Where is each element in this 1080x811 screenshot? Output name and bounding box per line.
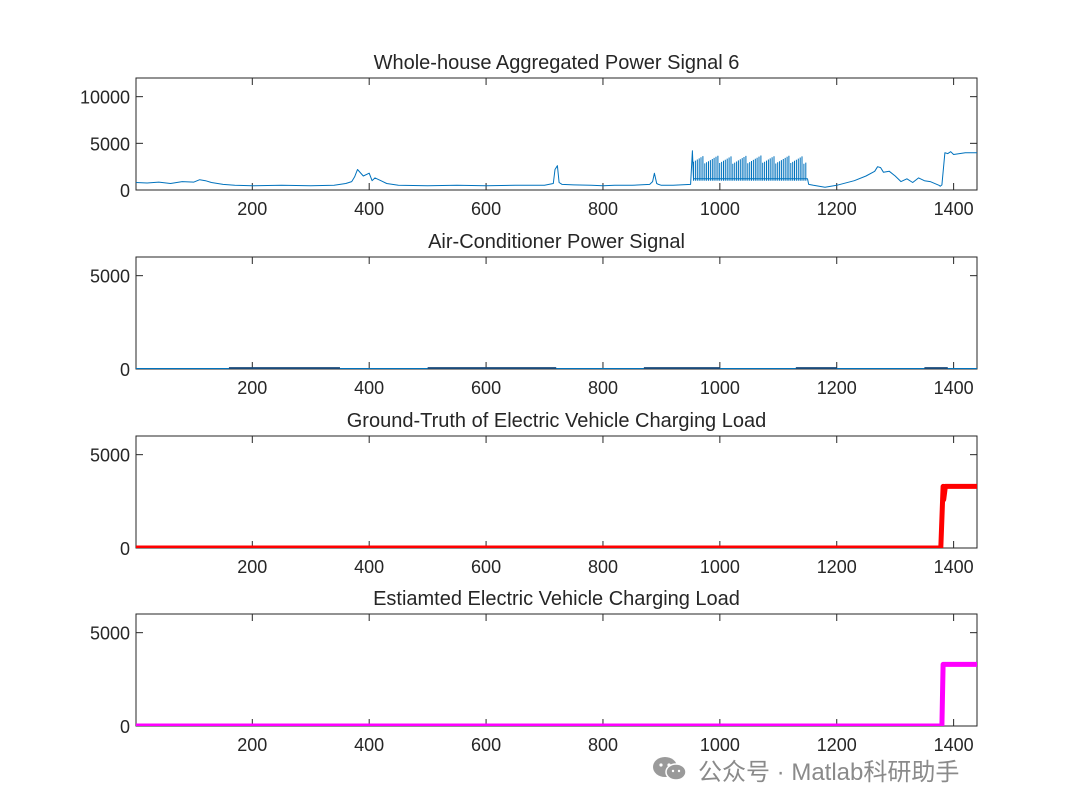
y-tick-label: 0 [120,539,130,559]
x-tick-label: 400 [354,735,384,755]
x-tick-label: 800 [588,735,618,755]
x-tick-label: 800 [588,199,618,219]
x-tick-label: 200 [237,735,267,755]
x-tick-label: 1000 [700,735,740,755]
x-tick-label: 1200 [817,557,857,577]
chart-panel-1: Whole-house Aggregated Power Signal 6 200… [80,52,978,219]
axes-box [135,77,978,191]
x-tick-label: 1400 [934,557,974,577]
x-tick-label: 1400 [934,199,974,219]
y-tick-label: 0 [120,717,130,737]
watermark: 公众号 · Matlab科研助手 [650,752,959,786]
y-tick-label: 5000 [90,267,130,287]
axes-box [135,613,978,727]
x-tick-label: 1200 [817,199,857,219]
x-tick-label: 200 [237,199,267,219]
axes-box [135,256,978,370]
series-line [136,483,977,548]
x-tick-label: 400 [354,378,384,398]
x-tick-label: 600 [471,735,501,755]
watermark-text: 公众号 · Matlab科研助手 [698,758,960,786]
x-tick-label: 1400 [934,735,974,755]
chart-title: Whole-house Aggregated Power Signal 6 [374,52,740,74]
chart-title: Estiamted Electric Vehicle Charging Load [373,588,740,610]
chart-title: Air-Conditioner Power Signal [428,231,685,253]
chart-title: Ground-Truth of Electric Vehicle Chargin… [347,410,766,432]
chart-panel-3: Ground-Truth of Electric Vehicle Chargin… [90,410,978,577]
x-tick-label: 1200 [817,735,857,755]
y-tick-label: 5000 [90,624,130,644]
y-tick-label: 10000 [80,88,130,108]
x-tick-label: 600 [471,557,501,577]
chart-panel-4: Estiamted Electric Vehicle Charging Load… [90,588,978,755]
wechat-icon [653,757,687,781]
x-tick-label: 200 [237,557,267,577]
series-oscillation [693,155,807,181]
y-tick-label: 5000 [90,446,130,466]
x-tick-label: 600 [471,378,501,398]
x-tick-label: 800 [588,557,618,577]
x-tick-label: 600 [471,199,501,219]
chart-panel-2: Air-Conditioner Power Signal 200 400 600 800… [90,231,978,398]
x-tick-label: 1000 [700,199,740,219]
x-tick-label: 800 [588,378,618,398]
y-tick-label: 0 [120,181,130,201]
y-tick-label: 0 [120,360,130,380]
x-tick-label: 400 [354,199,384,219]
x-tick-label: 200 [237,378,267,398]
series-line [136,661,977,726]
x-tick-label: 1200 [817,378,857,398]
x-tick-label: 400 [354,557,384,577]
y-tick-label: 5000 [90,134,130,154]
x-tick-label: 1400 [934,378,974,398]
x-tick-label: 1000 [700,378,740,398]
axes-box [135,435,978,549]
series-line [136,150,977,188]
x-tick-label: 1000 [700,557,740,577]
